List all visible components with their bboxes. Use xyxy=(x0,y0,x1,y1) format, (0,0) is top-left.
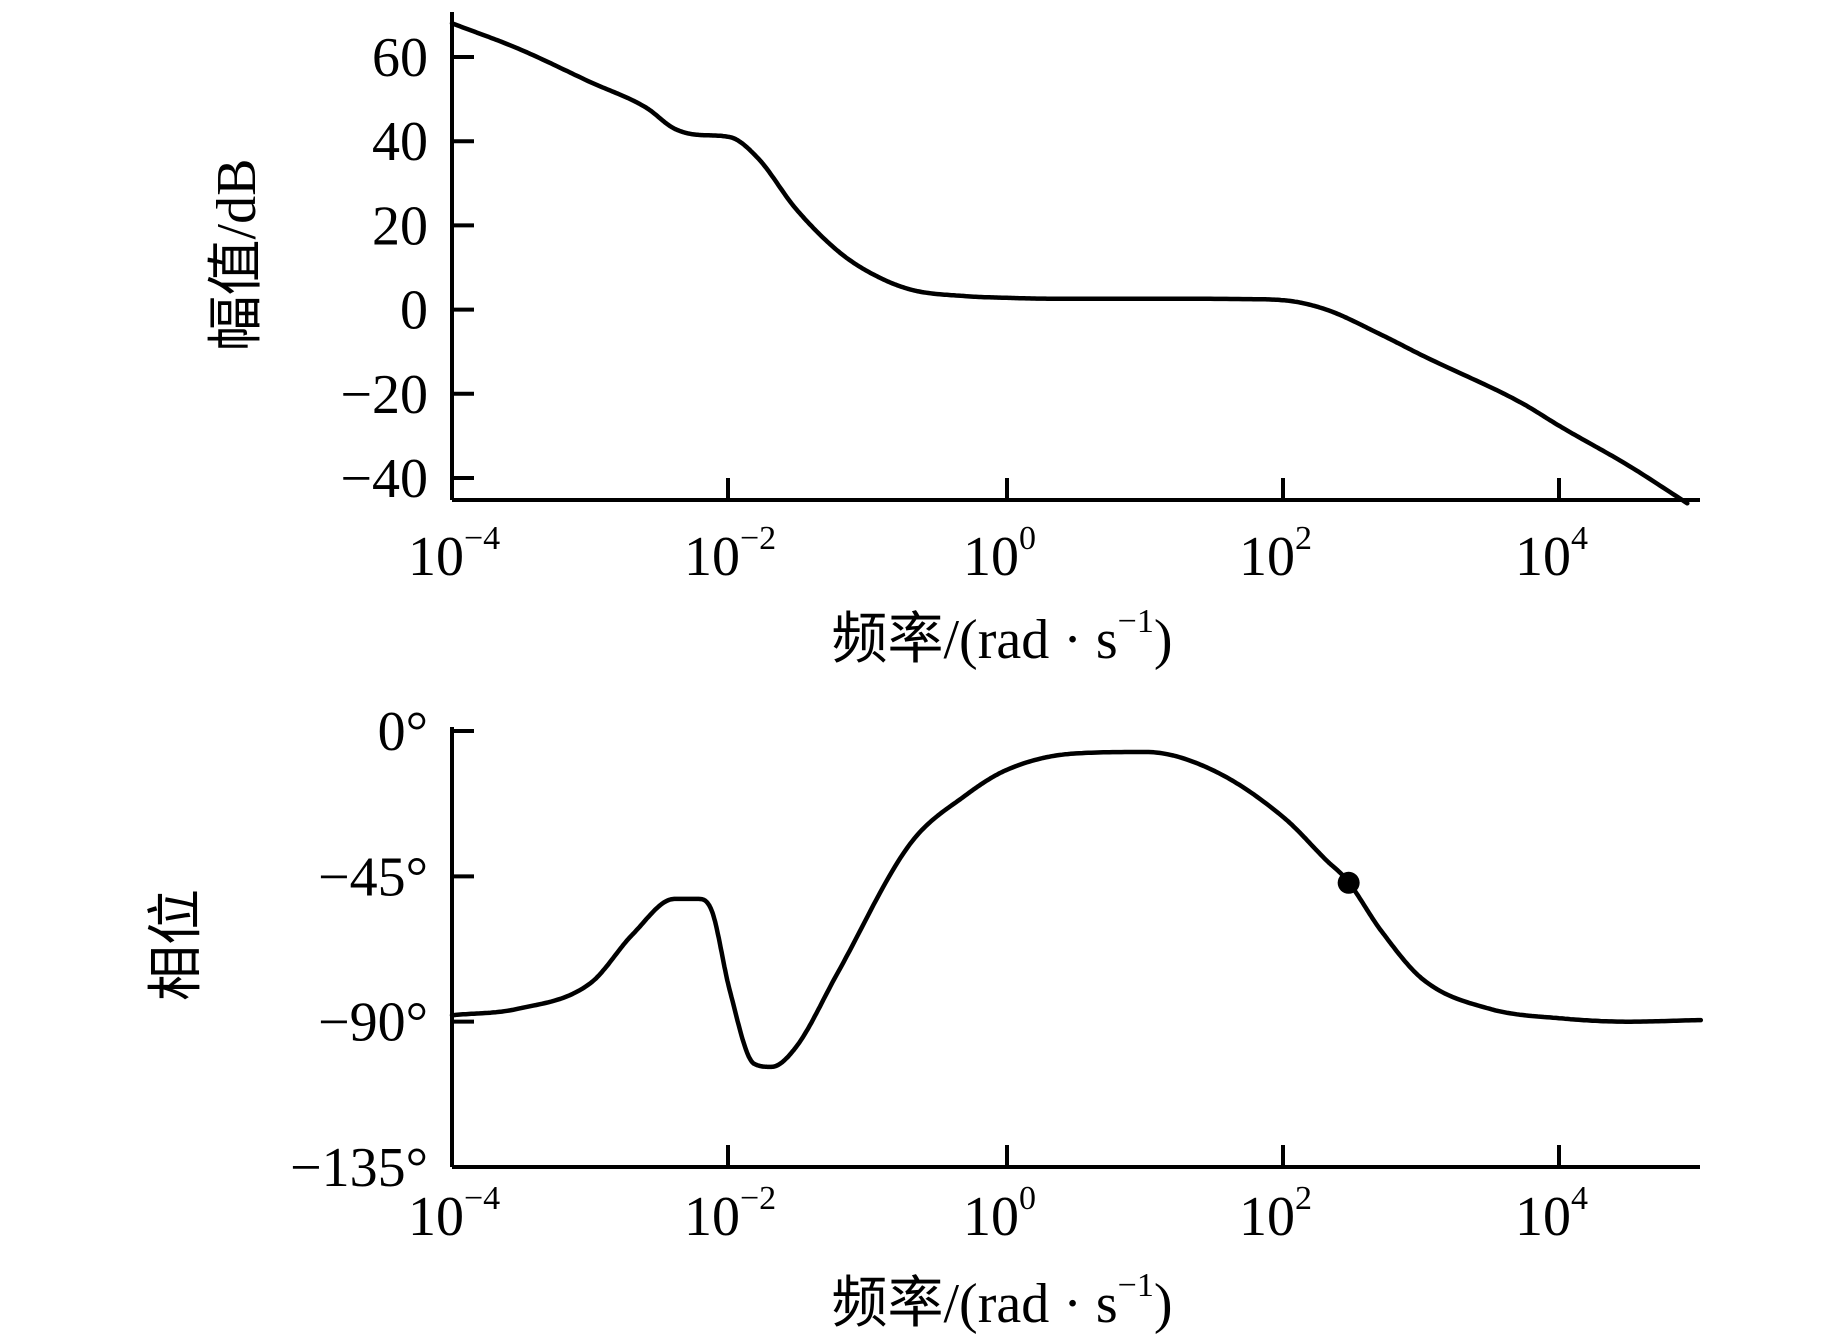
magnitude-x-tick-label: 102 xyxy=(1239,520,1312,588)
phase-y-tick-label: −90° xyxy=(318,992,428,1054)
phase-y-tick-label: 0° xyxy=(378,701,428,763)
magnitude-y-tick-label: 40 xyxy=(372,111,428,173)
magnitude-panel: 60 40 20 0 −20 −40 10−4 10−2 100 102 104 频率/(rad · … xyxy=(206,12,1700,671)
magnitude-x-tick-label: 10−4 xyxy=(408,520,500,588)
phase-x-tick-label: 102 xyxy=(1239,1180,1312,1248)
phase-x-tick-label: 104 xyxy=(1515,1180,1588,1248)
magnitude-x-tick-label: 10−2 xyxy=(684,520,776,588)
phase-x-tick-label: 10−2 xyxy=(684,1180,776,1248)
phase-marker-point xyxy=(1337,871,1360,894)
phase-x-tick-label: 10−4 xyxy=(408,1180,500,1248)
magnitude-y-tick-label: 60 xyxy=(372,27,428,89)
phase-y-tick-label: −135° xyxy=(290,1137,428,1199)
phase-x-axis-title: 频率/(rad · s−1) xyxy=(832,1267,1173,1335)
magnitude-x-tick-label: 104 xyxy=(1515,520,1588,588)
phase-y-axis-title: 相位 xyxy=(146,889,208,1001)
magnitude-series-line xyxy=(449,21,1690,506)
magnitude-y-tick-label: −40 xyxy=(340,448,428,510)
magnitude-x-axis-title: 频率/(rad · s−1) xyxy=(832,603,1173,671)
magnitude-y-tick-label: −20 xyxy=(340,364,428,426)
phase-x-tick-label: 100 xyxy=(963,1180,1036,1248)
phase-y-tick-label: −45° xyxy=(318,846,428,908)
magnitude-y-axis-title: 幅值/dB xyxy=(206,159,268,352)
phase-series-line xyxy=(449,749,1704,1070)
magnitude-y-tick-label: 0 xyxy=(400,280,428,342)
magnitude-x-tick-label: 100 xyxy=(963,520,1036,588)
magnitude-y-tick-label: 20 xyxy=(372,195,428,257)
phase-panel: 0° −45° −90° −135°10−4 10−2 100 102 104 频率/(rad … xyxy=(146,701,1704,1335)
